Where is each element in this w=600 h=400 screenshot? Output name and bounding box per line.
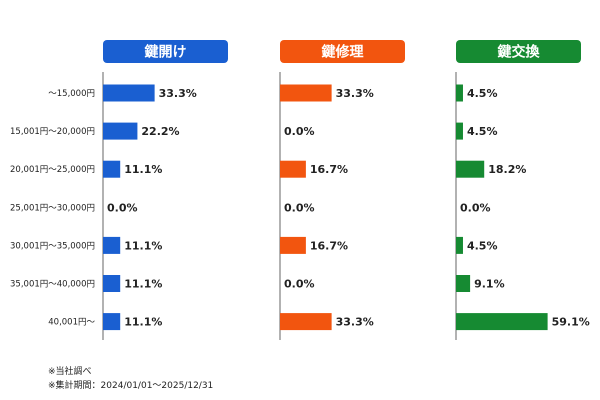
- data-label: 9.1%: [474, 278, 505, 291]
- series-header-label: 鍵交換: [498, 44, 541, 61]
- data-label: 11.1%: [124, 163, 162, 176]
- data-label: 0.0%: [460, 201, 491, 214]
- bar: [103, 275, 121, 292]
- category-label: 40,001円～: [48, 318, 95, 328]
- series-header: [280, 40, 405, 63]
- bar: [103, 122, 138, 140]
- data-label: 4.5%: [467, 87, 498, 100]
- data-label: 11.1%: [124, 239, 162, 252]
- category-label: 30,001円～35,000円: [10, 241, 95, 251]
- data-label: 0.0%: [284, 201, 315, 214]
- data-label: 0.0%: [284, 278, 315, 291]
- data-label: 16.7%: [310, 163, 348, 176]
- bar: [280, 313, 332, 331]
- category-label: 20,001円～25,000円: [10, 165, 95, 175]
- bar: [103, 236, 121, 254]
- bar: [456, 84, 463, 102]
- data-label: 18.2%: [488, 163, 526, 176]
- series-header: [103, 40, 228, 63]
- bar: [280, 160, 306, 178]
- bar: [280, 84, 332, 102]
- series-header-label: 鍵修理: [322, 44, 364, 61]
- bar: [280, 236, 306, 254]
- bar: [456, 313, 548, 331]
- data-label: 33.3%: [159, 87, 197, 100]
- data-label: 0.0%: [284, 125, 315, 138]
- bar: [456, 275, 471, 292]
- bar: [103, 313, 121, 331]
- bar: [456, 236, 463, 254]
- note-source: ※当社調べ: [48, 367, 92, 377]
- bar: [103, 160, 121, 178]
- category-label: 15,001円～20,000円: [10, 127, 95, 137]
- data-label: 22.2%: [141, 125, 179, 138]
- category-label: ～15,000円: [48, 89, 95, 99]
- data-label: 4.5%: [467, 239, 498, 252]
- category-label: 25,001円～30,000円: [10, 203, 95, 213]
- data-label: 11.1%: [124, 278, 162, 291]
- footnotes: ※当社調べ ※集計期間：2024/01/01～2025/12/31: [48, 365, 213, 393]
- data-label: 33.3%: [336, 87, 374, 100]
- data-label: 16.7%: [310, 239, 348, 252]
- note-period: ※集計期間：2024/01/01～2025/12/31: [48, 381, 214, 391]
- series-header: [456, 40, 581, 63]
- data-label: 11.1%: [124, 316, 162, 329]
- series-header-label: 鍵開け: [145, 44, 187, 61]
- data-label: 4.5%: [467, 125, 498, 138]
- data-label: 0.0%: [107, 201, 138, 214]
- data-label: 59.1%: [552, 316, 590, 329]
- category-label: 35,001円～40,000円: [10, 280, 95, 290]
- bar: [456, 122, 463, 140]
- bar: [456, 160, 485, 178]
- bar: [103, 84, 155, 102]
- data-label: 33.3%: [336, 316, 374, 329]
